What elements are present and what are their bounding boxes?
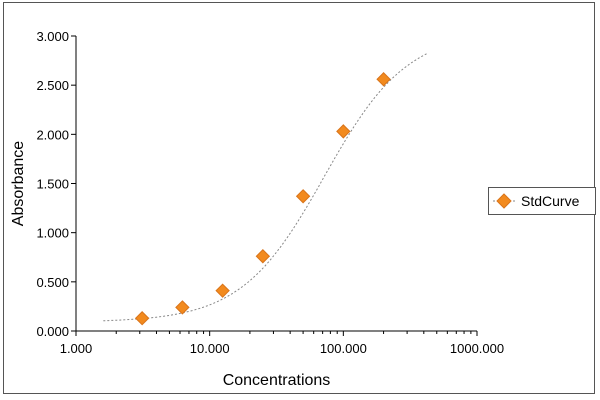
data-point [336,124,351,139]
y-axis-ticks: 0.000 0.500 1.000 1.500 2.000 2.500 3.000 [36,29,76,339]
x-tick-label: 1000.000 [450,341,504,356]
legend-marker-icon [493,193,515,209]
chart-frame: 0.000 0.500 1.000 1.500 2.000 2.500 3.000 1.00… [3,2,596,394]
legend-label: StdCurve [521,193,580,209]
data-point [134,311,150,326]
data-point [175,300,190,315]
legend: StdCurve [488,187,596,215]
x-tick-label: 1.000 [60,341,93,356]
y-tick-label: 2.000 [36,127,69,142]
x-axis-title: Concentrations [223,372,331,389]
data-point [376,72,391,87]
y-tick-label: 3.000 [36,29,69,44]
y-tick-label: 2.500 [36,78,69,93]
plot-axes [75,36,477,332]
y-tick-label: 0.500 [36,275,69,290]
x-tick-label: 10.000 [190,341,230,356]
data-point [255,249,271,264]
y-tick-label: 1.500 [36,177,69,192]
y-tick-label: 1.000 [36,226,69,241]
fit-curve [103,53,427,322]
y-tick-label: 0.000 [36,324,69,339]
data-point [215,283,230,298]
data-points [134,72,391,326]
data-point [295,189,311,204]
x-tick-label: 100.000 [320,341,367,356]
std-curve-chart: 0.000 0.500 1.000 1.500 2.000 2.500 3.000 1.00… [10,29,504,389]
y-axis-title: Absorbance [10,141,27,226]
x-axis-ticks: 1.000 10.000 100.000 1000.000 [60,331,504,356]
